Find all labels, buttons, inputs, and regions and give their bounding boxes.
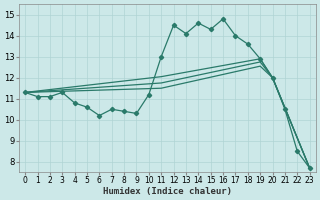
X-axis label: Humidex (Indice chaleur): Humidex (Indice chaleur) [103,187,232,196]
